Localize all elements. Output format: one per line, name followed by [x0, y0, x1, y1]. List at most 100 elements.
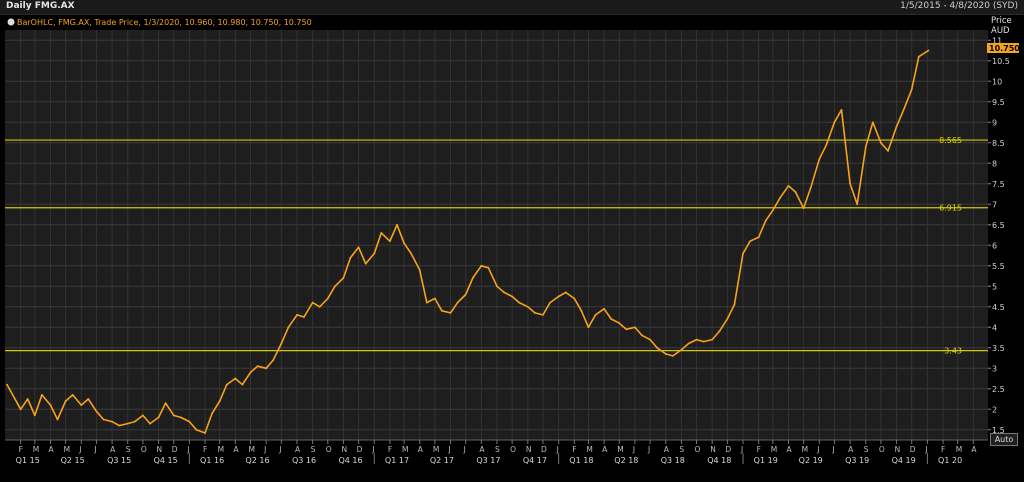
grid	[5, 30, 988, 440]
month-label: M	[218, 445, 224, 454]
price-point	[303, 316, 305, 318]
month-label: N	[895, 445, 901, 454]
price-point	[311, 301, 314, 304]
price-point	[6, 383, 8, 386]
price-point	[195, 428, 198, 431]
price-point	[265, 367, 268, 370]
price-point	[580, 309, 583, 312]
month-label: A	[479, 445, 485, 454]
legend-text: BarOHLC, FMG.AX, Trade Price, 1/3/2020, …	[17, 18, 312, 27]
month-label: M	[956, 445, 962, 454]
price-point	[71, 394, 74, 396]
y-tick-label: 4.5	[992, 303, 1005, 312]
price-point	[373, 252, 376, 255]
quarter-label: Q2 16	[246, 456, 270, 465]
month-label: A	[786, 445, 792, 454]
price-point	[818, 158, 821, 161]
month-label: D	[357, 445, 363, 454]
price-point	[564, 291, 567, 294]
month-label: O	[879, 445, 885, 454]
month-label: S	[311, 445, 316, 454]
price-point	[779, 197, 781, 200]
month-label: J	[448, 445, 451, 454]
quarter-label: Q2 17	[430, 456, 454, 465]
quarter-label: Q3 18	[661, 456, 685, 465]
price-point	[56, 418, 59, 421]
price-point	[733, 303, 736, 306]
month-label: D	[172, 445, 178, 454]
y-tick-label: 9	[992, 118, 997, 127]
month-label: A	[664, 445, 670, 454]
price-point	[503, 291, 505, 294]
price-point	[280, 342, 283, 345]
price-point	[864, 145, 867, 148]
month-label: D	[910, 445, 916, 454]
y-tick-label: 3	[992, 364, 997, 373]
month-label: N	[341, 445, 347, 454]
quarter-label: Q1 15	[16, 456, 40, 465]
quarter-label: Q4 16	[338, 456, 362, 465]
month-label: J	[556, 445, 559, 454]
price-point	[856, 203, 859, 206]
price-point	[771, 209, 774, 212]
price-point	[126, 422, 129, 425]
month-label: D	[541, 445, 547, 454]
price-point	[895, 125, 898, 128]
price-point	[172, 414, 175, 417]
price-point	[272, 359, 275, 361]
price-point	[603, 307, 605, 310]
price-point	[902, 109, 905, 111]
price-point	[687, 342, 690, 345]
quarter-label: Q3 16	[292, 456, 316, 465]
quarter-label: Q3 19	[845, 456, 869, 465]
price-point	[410, 252, 412, 255]
y-tick-label: 8.5	[992, 139, 1005, 148]
price-point	[64, 400, 67, 402]
price-point	[334, 285, 336, 288]
month-label: O	[141, 445, 147, 454]
month-label: J	[831, 445, 834, 454]
price-point	[296, 314, 298, 316]
price-point	[849, 182, 851, 185]
price-point	[749, 240, 751, 243]
quarter-label: Q1 16	[200, 456, 224, 465]
price-point	[718, 330, 721, 333]
price-point	[471, 277, 474, 279]
price-point	[26, 398, 29, 400]
month-label: M	[771, 445, 777, 454]
price-point	[118, 424, 121, 427]
price-point	[396, 223, 398, 226]
month-label: M	[802, 445, 808, 454]
month-label: F	[388, 445, 392, 454]
y-tick-label: 6	[992, 241, 997, 250]
quarter-label: Q4 15	[154, 456, 178, 465]
month-label: J	[647, 445, 650, 454]
price-point	[434, 297, 436, 300]
plot-area[interactable]	[5, 30, 988, 440]
quarter-label: Q4 18	[707, 456, 731, 465]
price-point	[357, 246, 360, 249]
price-point	[364, 262, 367, 265]
month-label: S	[679, 445, 684, 454]
quarter-label: Q2 15	[61, 456, 85, 465]
last-price-marker: 10.750	[987, 43, 1020, 53]
price-point	[449, 312, 452, 314]
price-point	[256, 365, 259, 368]
y-tick-label: 9.5	[992, 98, 1005, 107]
price-point	[802, 207, 805, 210]
quarter-label: Q3 17	[476, 456, 500, 465]
price-point	[641, 334, 643, 337]
auto-scale-button[interactable]: Auto	[990, 433, 1018, 446]
price-point	[880, 141, 882, 144]
price-point	[211, 412, 214, 415]
price-series	[6, 49, 930, 434]
month-label: O	[695, 445, 701, 454]
price-point	[403, 242, 405, 245]
y-axis-title-line2: AUD	[991, 26, 1010, 36]
price-point	[649, 338, 651, 341]
month-label: N	[710, 445, 716, 454]
y-tick-label: 3.5	[992, 344, 1005, 353]
price-point	[204, 432, 206, 434]
price-point	[102, 418, 105, 421]
